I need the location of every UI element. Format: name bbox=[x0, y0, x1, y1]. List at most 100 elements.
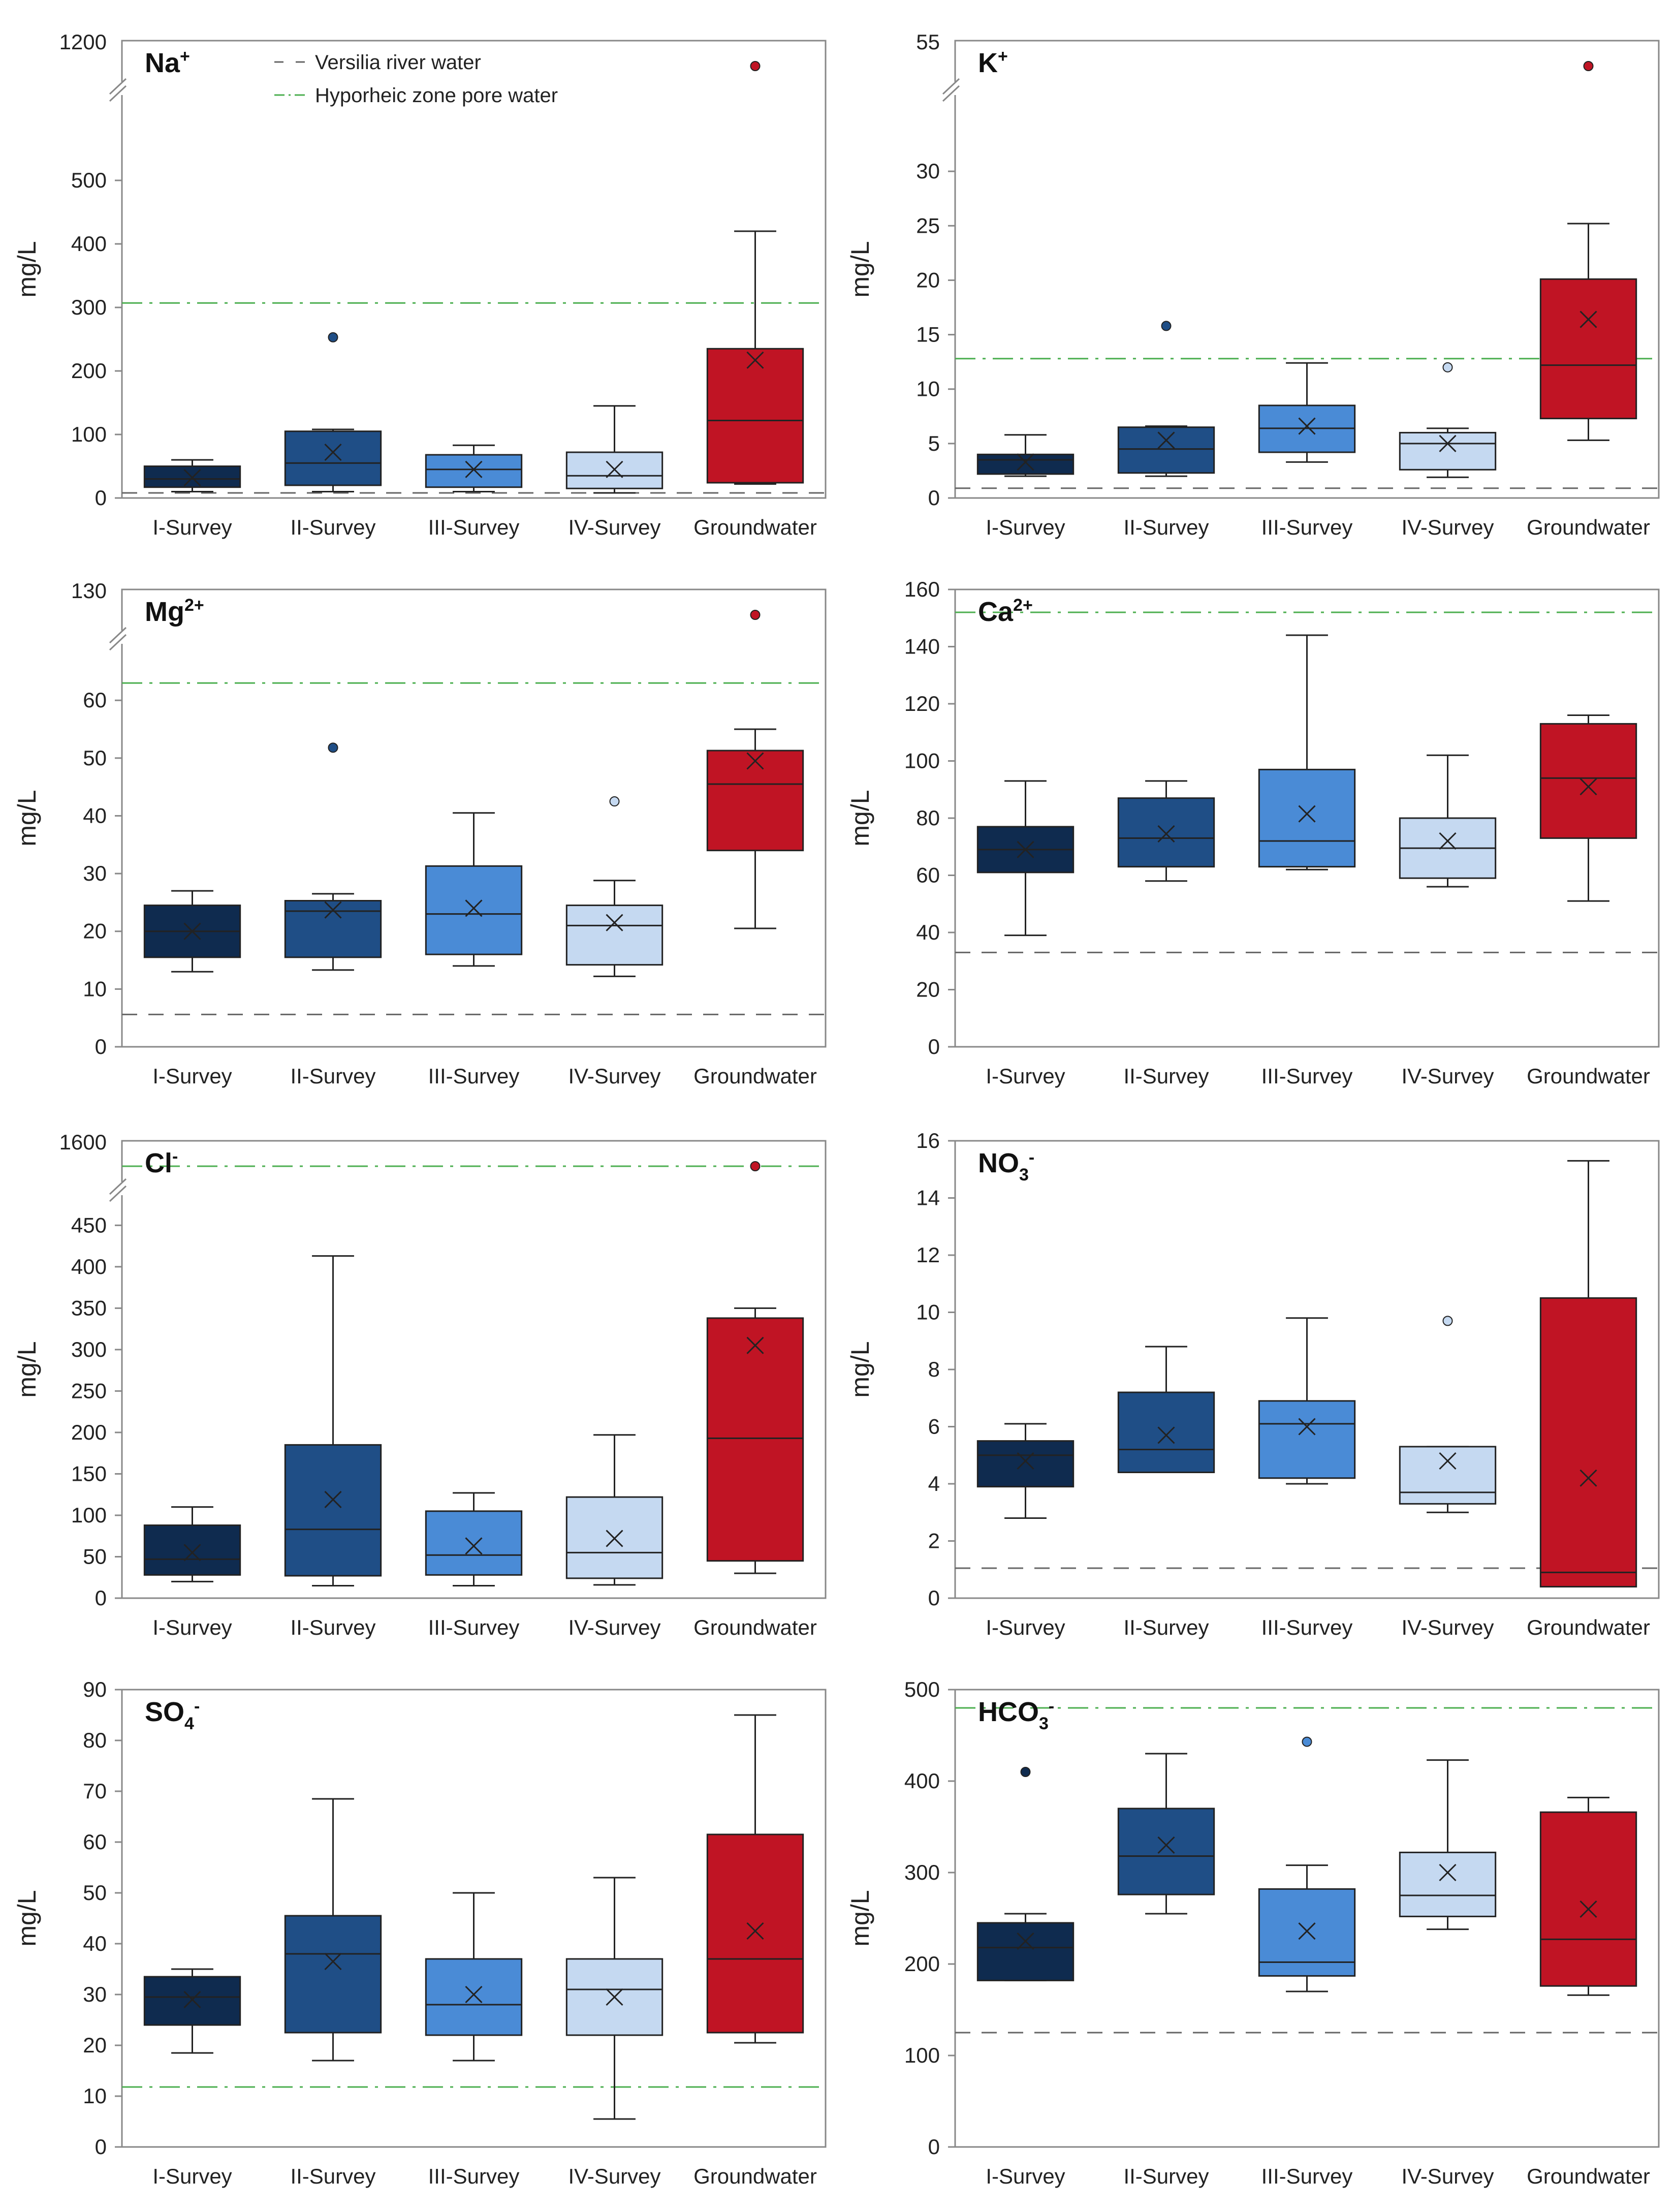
box-iqr bbox=[1539, 1811, 1637, 1987]
plot-frame bbox=[121, 1140, 827, 1599]
box-iqr bbox=[1117, 426, 1215, 474]
box-iqr bbox=[565, 905, 664, 966]
outlier-point bbox=[328, 742, 338, 753]
y-axis-label: mg/L bbox=[846, 241, 874, 297]
mean-marker bbox=[465, 1985, 483, 2004]
y-tick-label: 0 bbox=[95, 2135, 107, 2159]
mean-marker bbox=[1157, 431, 1175, 449]
mean-marker bbox=[465, 899, 483, 917]
outlier-point bbox=[750, 1161, 761, 1171]
chart-panel-1: 0 100 200 300 400 500 1200 mg/L I-Survey II-Surve… bbox=[13, 30, 827, 539]
box-iii-survey bbox=[1258, 1317, 1356, 1485]
box-iv-survey bbox=[565, 1877, 664, 2120]
panel-ion-title: Cl- bbox=[145, 1147, 178, 1178]
category-label: III-Survey bbox=[1261, 515, 1353, 539]
box-iii-survey bbox=[425, 444, 523, 492]
category-label: Groundwater bbox=[693, 1064, 817, 1088]
box-ii-survey bbox=[1117, 1346, 1215, 1473]
y-tick-label: 40 bbox=[916, 920, 940, 944]
category-label: III-Survey bbox=[1261, 2164, 1353, 2188]
mean-marker bbox=[324, 443, 342, 461]
y-tick-label: 300 bbox=[71, 295, 107, 319]
y-tick-label: 0 bbox=[928, 1586, 940, 1610]
box-groundwater bbox=[706, 1714, 804, 2044]
category-label: IV-Survey bbox=[1401, 1615, 1494, 1639]
y-tick-label: 50 bbox=[83, 1881, 107, 1905]
y-tick-label: 400 bbox=[904, 1769, 940, 1793]
y-tick-label: 5 bbox=[928, 431, 940, 455]
y-tick-label: 140 bbox=[904, 635, 940, 659]
panel-ion-title: Na+ bbox=[145, 47, 190, 78]
y-break-label: 1200 bbox=[59, 30, 107, 54]
category-label: II-Survey bbox=[1123, 515, 1209, 539]
y-tick-label: 15 bbox=[916, 323, 940, 347]
mean-marker bbox=[1017, 1452, 1034, 1470]
chart-panel-2: 0 5 10 15 20 25 30 55 mg/L I-Survey II-Survey III-S… bbox=[846, 30, 1660, 539]
y-tick-label: 10 bbox=[916, 377, 940, 401]
category-label: III-Survey bbox=[428, 515, 520, 539]
box-i-survey bbox=[976, 434, 1075, 477]
axis-break-mark bbox=[109, 627, 127, 644]
mean-marker bbox=[1017, 1932, 1034, 1950]
box-i-survey bbox=[143, 459, 241, 492]
box-iii-survey bbox=[1258, 634, 1356, 870]
box-ii-survey bbox=[1117, 321, 1215, 477]
mean-marker bbox=[746, 351, 764, 369]
category-label: I-Survey bbox=[152, 515, 232, 539]
outlier-point bbox=[1020, 1767, 1031, 1777]
box-groundwater bbox=[1539, 1796, 1637, 1996]
y-tick-label: 80 bbox=[83, 1728, 107, 1752]
box-groundwater bbox=[1539, 61, 1637, 441]
box-iv-survey bbox=[1399, 1759, 1497, 1930]
y-tick-label: 20 bbox=[83, 919, 107, 943]
category-label: I-Survey bbox=[152, 2164, 232, 2188]
category-label: IV-Survey bbox=[568, 2164, 660, 2188]
axis-break-mark bbox=[109, 1185, 127, 1202]
mean-marker bbox=[606, 914, 623, 931]
y-tick-label: 8 bbox=[928, 1357, 940, 1381]
category-label: IV-Survey bbox=[1401, 515, 1494, 539]
mean-marker bbox=[1439, 1452, 1457, 1470]
outlier-point bbox=[1302, 1736, 1312, 1747]
category-label: I-Survey bbox=[152, 1064, 232, 1088]
y-tick-label: 300 bbox=[71, 1337, 107, 1361]
box-i-survey bbox=[143, 890, 241, 973]
y-tick-label: 70 bbox=[83, 1779, 107, 1803]
box-iv-survey bbox=[565, 1434, 664, 1586]
box-iqr bbox=[976, 453, 1075, 475]
y-tick-label: 0 bbox=[928, 2135, 940, 2159]
y-tick-label: 250 bbox=[71, 1379, 107, 1403]
panel-ion-title: Mg2+ bbox=[145, 596, 204, 627]
y-tick-label: 200 bbox=[71, 359, 107, 383]
box-iqr bbox=[1539, 1297, 1637, 1587]
y-tick-label: 50 bbox=[83, 1544, 107, 1568]
y-tick-label: 40 bbox=[83, 1931, 107, 1955]
y-tick-label: 2 bbox=[928, 1529, 940, 1553]
y-tick-label: 10 bbox=[83, 2084, 107, 2108]
y-tick-label: 4 bbox=[928, 1472, 940, 1496]
mean-marker bbox=[746, 752, 764, 770]
category-label: III-Survey bbox=[1261, 1615, 1353, 1639]
y-tick-label: 12 bbox=[916, 1243, 940, 1267]
box-i-survey bbox=[976, 780, 1075, 937]
y-tick-label: 100 bbox=[904, 2043, 940, 2067]
category-label: II-Survey bbox=[1123, 1615, 1209, 1639]
y-tick-label: 40 bbox=[83, 803, 107, 827]
box-iqr bbox=[1399, 1851, 1497, 1917]
category-label: I-Survey bbox=[152, 1615, 232, 1639]
legend-river-label: Versilia river water bbox=[315, 51, 481, 74]
outlier-point bbox=[609, 796, 620, 807]
y-tick-label: 0 bbox=[95, 486, 107, 510]
mean-marker bbox=[183, 469, 201, 487]
y-tick-label: 30 bbox=[916, 159, 940, 183]
mean-marker bbox=[324, 901, 342, 919]
box-ii-survey bbox=[1117, 780, 1215, 882]
y-axis-label: mg/L bbox=[13, 1890, 41, 1946]
box-groundwater bbox=[1539, 1160, 1637, 1587]
box-iqr bbox=[706, 1833, 804, 2034]
y-tick-label: 400 bbox=[71, 232, 107, 256]
y-tick-label: 0 bbox=[95, 1586, 107, 1610]
y-tick-label: 30 bbox=[83, 1982, 107, 2006]
y-tick-label: 0 bbox=[95, 1035, 107, 1058]
